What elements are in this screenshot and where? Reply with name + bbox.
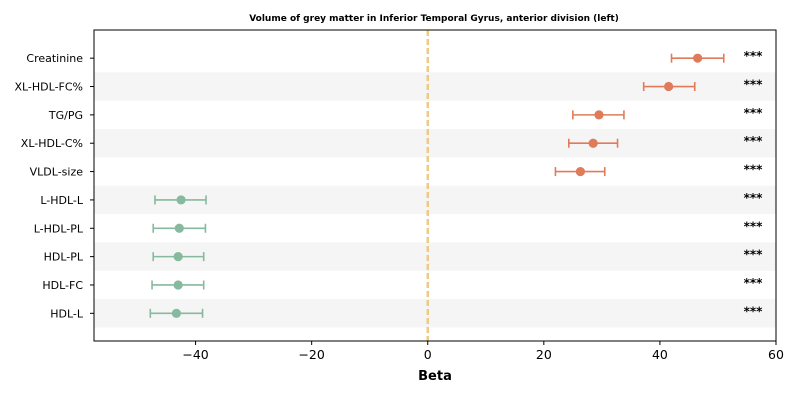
row-stripe: [94, 185, 776, 215]
category-label: TG/PG: [48, 109, 83, 122]
point-estimate: [171, 308, 182, 318]
x-tick-label: 20: [536, 347, 552, 362]
category-label: XL-HDL-C%: [21, 137, 83, 150]
significance-label: ***: [744, 134, 764, 148]
category-label: L-HDL-PL: [34, 222, 84, 235]
row-stripe: [94, 129, 776, 158]
significance-label: ***: [744, 163, 764, 177]
significance-label: ***: [744, 276, 764, 290]
row-stripes: [94, 72, 776, 328]
row-stripe: [94, 299, 776, 328]
point-estimate: [664, 81, 674, 92]
category-label: VLDL-size: [30, 166, 84, 179]
significance-label: ***: [744, 191, 764, 205]
row-stripe: [94, 242, 776, 271]
chart-title: Volume of grey matter in Inferior Tempor…: [249, 14, 619, 24]
significance-label: ***: [744, 219, 764, 233]
point-estimate: [588, 138, 598, 148]
significance-label: ***: [744, 78, 764, 92]
x-tick-label: 40: [652, 347, 668, 362]
point-estimate: [176, 195, 186, 205]
category-label: L-HDL-L: [40, 194, 84, 207]
x-tick-label: −40: [182, 347, 208, 362]
point-estimate: [594, 110, 604, 120]
category-label: XL-HDL-FC%: [14, 81, 83, 94]
point-estimate: [173, 280, 183, 290]
x-tick-label: 0: [424, 347, 432, 362]
point-estimate: [693, 53, 703, 63]
category-label: Creatinine: [26, 52, 83, 65]
point-estimate: [173, 252, 183, 262]
x-tick-label: −20: [298, 347, 324, 362]
category-label: HDL-PL: [44, 251, 84, 264]
point-estimate: [575, 166, 585, 177]
significance-label: ***: [744, 304, 764, 318]
axes: −40 −20 0 20 40 60: [90, 29, 784, 362]
x-tick-label: 60: [768, 347, 784, 362]
category-label: HDL-FC: [42, 279, 83, 292]
data-marks: Creatinine *** XL-HDL-FC% *** TG/PG *** XL-HDL…: [14, 49, 763, 320]
significance-label: ***: [744, 106, 764, 120]
x-axis-label: Beta: [418, 369, 452, 384]
significance-label: ***: [744, 49, 764, 63]
plot-frame: [93, 29, 777, 342]
category-label: HDL-L: [50, 307, 84, 320]
point-estimate: [174, 223, 184, 233]
significance-label: ***: [744, 248, 764, 262]
